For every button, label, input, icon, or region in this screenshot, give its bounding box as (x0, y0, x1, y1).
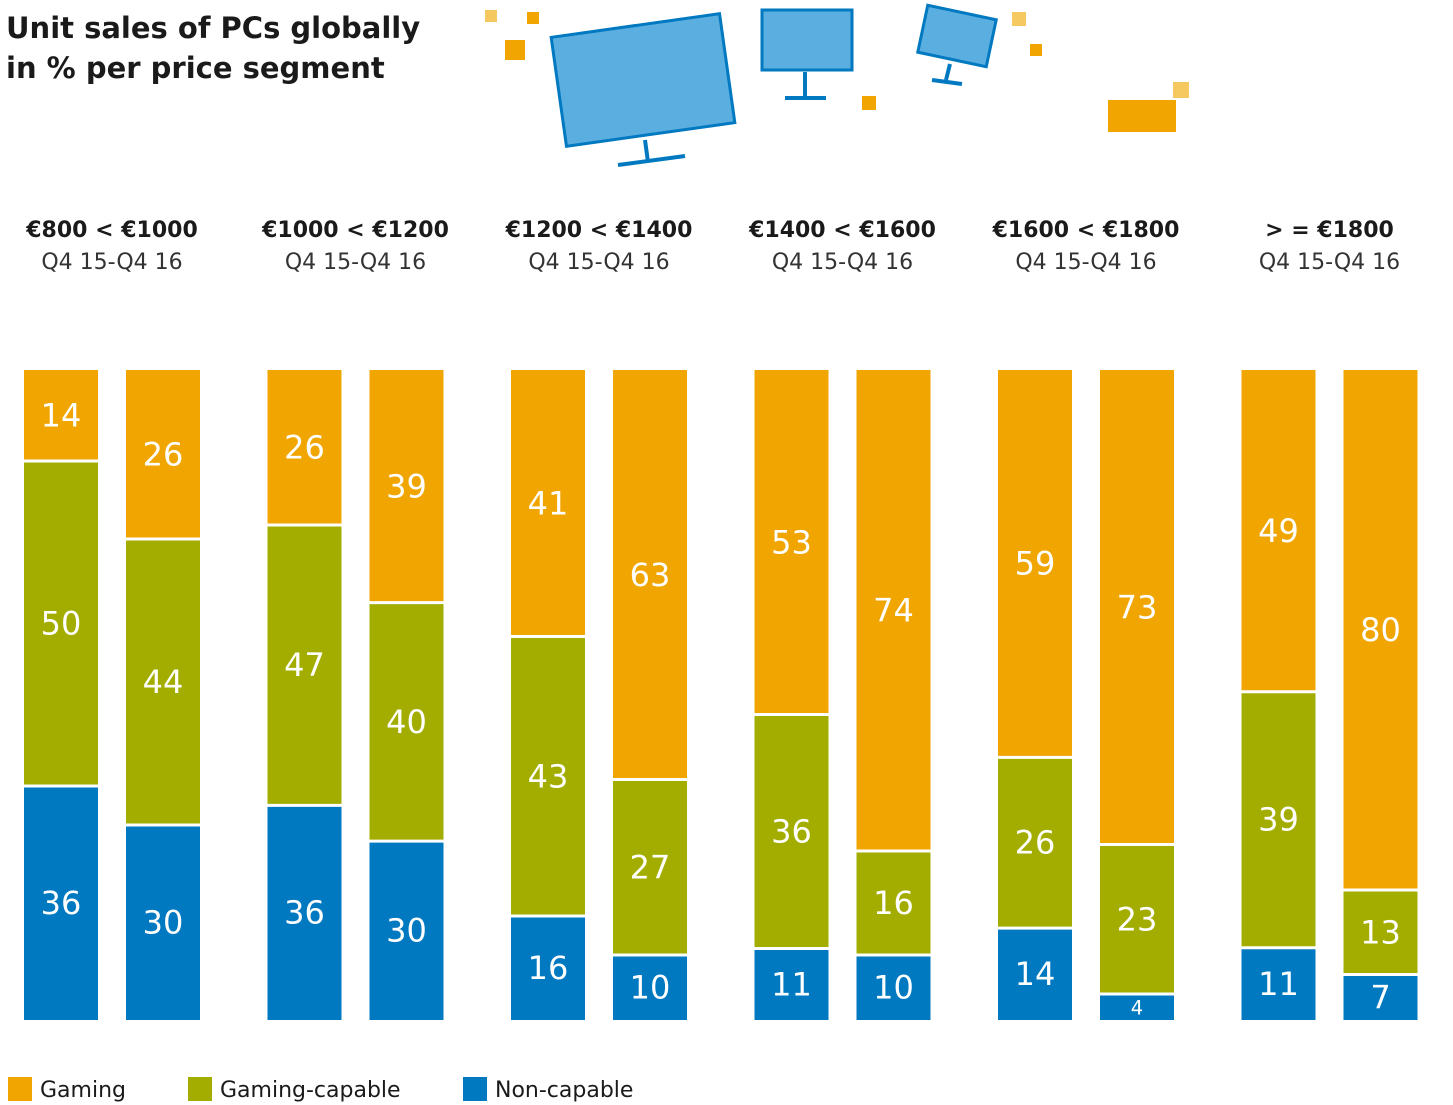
value-label: 40 (386, 703, 427, 741)
value-label: 10 (630, 969, 671, 1007)
value-label: 27 (630, 848, 671, 886)
value-label: 30 (386, 912, 427, 950)
value-label: 43 (528, 757, 569, 795)
group-label: €1600 < €1800 (992, 218, 1180, 243)
value-label: 36 (41, 884, 82, 922)
value-label: 44 (143, 663, 184, 701)
legend-swatch (463, 1077, 487, 1101)
group-period: Q4 15-Q4 16 (41, 250, 182, 275)
value-label: 36 (284, 894, 325, 932)
legend-label: Gaming (40, 1078, 126, 1103)
group-period: Q4 15-Q4 16 (528, 250, 669, 275)
value-label: 53 (771, 523, 812, 561)
value-label: 50 (41, 605, 82, 643)
chart-subtitle: in % per price segment (6, 51, 385, 85)
value-label: 11 (1258, 965, 1299, 1003)
value-label: 36 (771, 813, 812, 851)
value-label: 14 (1015, 955, 1056, 993)
legend-label: Non-capable (495, 1078, 633, 1103)
legend-swatch (188, 1077, 212, 1101)
value-label: 63 (630, 556, 671, 594)
group-label: €1400 < €1600 (748, 218, 936, 243)
value-label: 80 (1360, 611, 1401, 649)
value-label: 13 (1360, 913, 1401, 951)
value-label: 16 (873, 884, 914, 922)
value-label: 4 (1131, 997, 1143, 1020)
value-label: 39 (1258, 801, 1299, 839)
value-label: 74 (873, 592, 914, 630)
value-label: 11 (771, 965, 812, 1003)
value-label: 23 (1117, 900, 1158, 938)
chart-title: Unit sales of PCs globally (6, 11, 420, 45)
group-label: €800 < €1000 (25, 218, 198, 243)
chart: Unit sales of PCs globally in % per pric… (0, 0, 1453, 1105)
group-label: €1200 < €1400 (505, 218, 693, 243)
group-period: Q4 15-Q4 16 (1015, 250, 1156, 275)
value-label: 26 (1015, 824, 1056, 862)
legend-label: Gaming-capable (220, 1078, 401, 1103)
value-label: 59 (1015, 545, 1056, 583)
group-label: €1000 < €1200 (261, 218, 449, 243)
value-label: 30 (143, 904, 184, 942)
value-label: 39 (386, 467, 427, 505)
group-period: Q4 15-Q4 16 (285, 250, 426, 275)
value-label: 26 (143, 436, 184, 474)
value-label: 16 (528, 949, 569, 987)
value-label: 26 (284, 429, 325, 467)
decoration (485, 5, 1189, 165)
group-period: Q4 15-Q4 16 (772, 250, 913, 275)
value-label: 49 (1258, 512, 1299, 550)
group-period: Q4 15-Q4 16 (1259, 250, 1400, 275)
value-label: 10 (873, 969, 914, 1007)
legend-swatch (8, 1077, 32, 1101)
value-label: 47 (284, 646, 325, 684)
value-label: 7 (1370, 978, 1390, 1016)
value-label: 73 (1117, 588, 1158, 626)
value-label: 41 (528, 484, 569, 522)
group-label: > = €1800 (1265, 218, 1394, 243)
value-label: 14 (41, 397, 82, 435)
